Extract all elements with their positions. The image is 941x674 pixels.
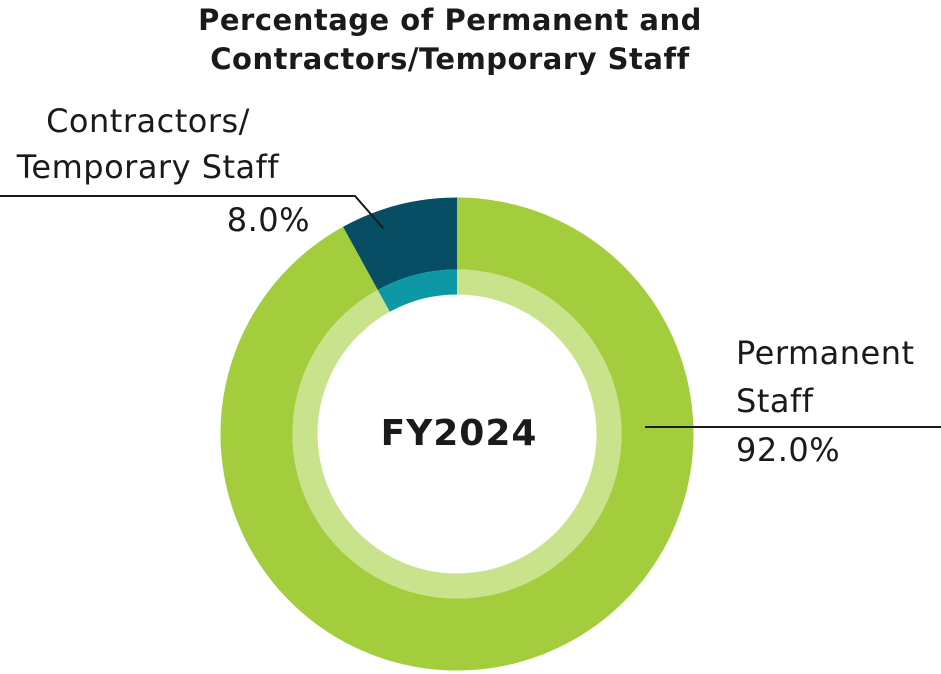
donut-center-label: FY2024 [380, 413, 538, 454]
contractors-label-line1: Contractors/ [46, 102, 250, 140]
donut-slices [220, 197, 694, 671]
contractors-label-line2: Temporary Staff [16, 148, 280, 186]
leader-line-contractors [0, 195, 384, 229]
slice-contractors-temporary-staff-outer [343, 197, 457, 290]
chart-title-line1: Percentage of Permanent and [198, 3, 702, 37]
slice-permanent-staff-outer [220, 197, 694, 671]
chart-title-line2: Contractors/Temporary Staff [210, 42, 690, 76]
contractors-value-label: 8.0% [226, 201, 310, 239]
permanent-value-label: 92.0% [736, 431, 841, 469]
chart-title: Percentage of Permanent and Contractors/… [0, 1, 900, 79]
permanent-label-line2: Staff [736, 382, 814, 420]
permanent-label-line1: Permanent [736, 334, 915, 372]
slice-contractors-temporary-staff-inner [377, 269, 457, 312]
